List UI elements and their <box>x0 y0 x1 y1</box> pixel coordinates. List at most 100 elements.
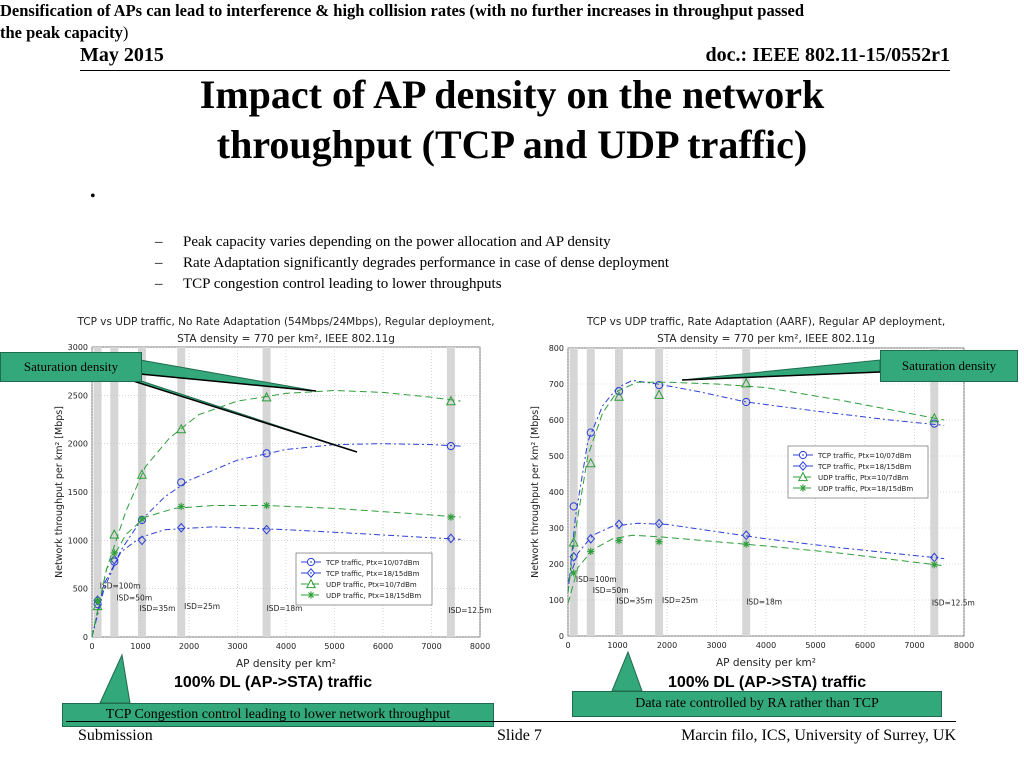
slide-title-line2: throughput (TCP and UDP traffic) <box>216 122 808 167</box>
data-point <box>798 461 808 471</box>
data-point <box>307 591 315 599</box>
series-1 <box>567 518 945 583</box>
bullet-mark: • <box>90 188 96 205</box>
data-point <box>136 469 147 479</box>
isd-label: ISD=100m <box>100 582 141 591</box>
isd-label: ISD=25m <box>662 596 698 605</box>
legend-label: UDP traffic, Ptx=18/15dBm <box>818 485 913 493</box>
x-tick-label: 0 <box>565 641 570 650</box>
data-point <box>741 530 751 541</box>
data-point <box>177 478 186 487</box>
data-point <box>570 569 578 577</box>
isd-label: ISD=35m <box>140 604 176 613</box>
isd-bar <box>742 348 751 636</box>
isd-bar <box>137 347 146 637</box>
y-tick-label: 300 <box>549 524 564 533</box>
data-point <box>929 412 940 423</box>
data-point <box>613 391 625 401</box>
plot-label-right: 100% DL (AP->STA) traffic <box>668 674 867 691</box>
header-doc-id: doc.: IEEE 802.11-15/0552r1 <box>705 44 950 66</box>
legend-label: UDP traffic, Ptx=10/7dBm <box>326 581 417 589</box>
data-point <box>110 554 119 565</box>
x-tick-label: 6000 <box>373 642 393 651</box>
data-point <box>741 377 752 388</box>
slide-title-line1: Impact of AP density on the network <box>199 72 825 117</box>
isd-bar <box>569 348 578 636</box>
x-tick-label: 7000 <box>904 641 924 650</box>
data-point <box>614 387 624 396</box>
data-point <box>742 397 751 407</box>
isd-bar <box>614 348 623 636</box>
x-tick-label: 4000 <box>276 642 296 651</box>
data-point <box>655 538 663 546</box>
chart-right: TCP vs UDP traffic, Rate Adaptation (AAR… <box>530 316 975 669</box>
header-rule <box>80 70 950 71</box>
callout-rate-adaptation: Data rate controlled by RA rather than T… <box>572 691 942 717</box>
series-2 <box>567 377 945 593</box>
data-point <box>569 551 578 562</box>
data-point <box>930 419 939 428</box>
data-point <box>615 537 623 545</box>
footer-author: Marcin filo, ICS, University of Surrey, … <box>681 727 956 744</box>
x-tick-label: 8000 <box>954 641 974 650</box>
legend-label: TCP traffic, Ptx=10/07dBm <box>325 559 420 567</box>
chart-title: STA density = 770 per km², IEEE 802.11g <box>657 333 875 345</box>
sub-bullet: – Rate Adaptation significantly degrades … <box>155 255 669 272</box>
chart-title: TCP vs UDP traffic, No Rate Adaptation (… <box>76 316 494 328</box>
sub-bullet-text: Peak capacity varies depending on the po… <box>183 234 611 250</box>
callout-saturation-right: Saturation density <box>880 350 1018 382</box>
y-tick-label: 0 <box>559 632 564 641</box>
data-point <box>263 501 271 510</box>
data-point <box>568 536 579 547</box>
callout-tcp-congestion: TCP Congestion control leading to lower … <box>62 703 494 727</box>
isd-label: ISD=50m <box>593 586 629 595</box>
footer-slide-number: Slide 7 <box>497 727 542 744</box>
y-tick-label: 1000 <box>68 536 88 545</box>
legend-label: UDP traffic, Ptx=18/15dBm <box>326 592 421 600</box>
bullet-main: Densification of APs can lead to interfe… <box>0 0 820 44</box>
series-line <box>567 522 945 583</box>
footer-submission: Submission <box>78 727 153 744</box>
x-tick-label: 6000 <box>855 641 875 650</box>
y-tick-label: 600 <box>549 416 564 425</box>
x-tick-label: 2000 <box>179 642 199 651</box>
isd-bar <box>177 347 186 637</box>
data-point <box>654 389 665 399</box>
y-tick-label: 400 <box>549 488 564 497</box>
isd-bar <box>93 347 102 637</box>
y-tick-label: 1500 <box>68 488 88 497</box>
x-tick-label: 4000 <box>756 641 776 650</box>
data-point <box>445 395 456 406</box>
y-axis-label: Network throughput per km² [Mbps] <box>530 406 541 578</box>
data-point <box>585 457 596 468</box>
y-tick-label: 100 <box>549 596 564 605</box>
legend-label: UDP traffic, Ptx=10/7dBm <box>818 474 909 482</box>
data-point <box>305 578 317 589</box>
isd-label: ISD=12.5m <box>932 598 975 607</box>
sub-bullet-text: TCP congestion control leading to lower … <box>183 276 502 292</box>
isd-label: ISD=18m <box>746 597 782 606</box>
series-line <box>91 505 461 638</box>
sub-dash: – <box>155 255 163 271</box>
series-line <box>91 526 461 638</box>
chart-left: TCP vs UDP traffic, No Rate Adaptation (… <box>54 316 495 670</box>
x-tick-label: 1000 <box>130 642 150 651</box>
y-tick-label: 2000 <box>68 440 88 449</box>
data-point <box>93 596 102 604</box>
isd-bar <box>110 347 119 637</box>
data-point <box>447 513 455 521</box>
data-point <box>587 547 595 555</box>
data-point <box>586 428 595 437</box>
x-tick-label: 7000 <box>421 642 441 651</box>
data-point <box>446 441 455 451</box>
sub-bullet: – Peak capacity varies depending on the p… <box>155 234 611 251</box>
y-axis-label: Network throughput per km² [Mbps] <box>54 406 65 578</box>
data-point <box>446 533 456 544</box>
data-point <box>138 515 146 523</box>
data-point <box>262 524 271 535</box>
data-point <box>586 533 596 544</box>
data-point <box>109 529 120 539</box>
y-tick-label: 800 <box>549 344 564 353</box>
sub-dash: – <box>155 276 163 292</box>
x-axis-label: AP density per km² <box>236 658 336 670</box>
